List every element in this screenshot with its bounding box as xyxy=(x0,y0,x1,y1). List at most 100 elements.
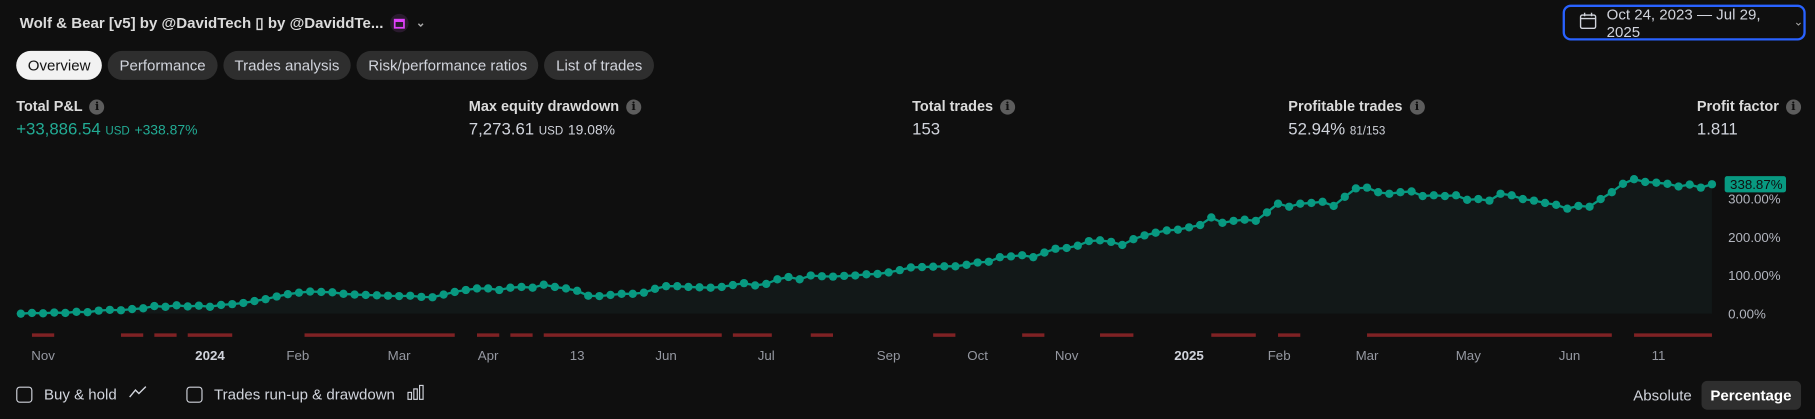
equity-point xyxy=(572,286,582,295)
stat-unit: USD xyxy=(538,125,564,138)
info-icon[interactable]: i xyxy=(1785,98,1801,115)
equity-point xyxy=(239,298,248,308)
info-icon[interactable]: i xyxy=(626,98,642,115)
equity-point xyxy=(1307,198,1316,208)
equity-point xyxy=(1296,199,1305,208)
equity-point xyxy=(962,260,971,269)
equity-point xyxy=(795,275,804,284)
date-range-picker[interactable]: Oct 24, 2023 — Jul 29, 2025 ⌄ xyxy=(1562,4,1806,41)
equity-point xyxy=(461,285,471,295)
equity-point xyxy=(1084,236,1094,246)
equity-point xyxy=(194,301,204,310)
equity-area xyxy=(20,179,1712,314)
percentage-button[interactable]: Percentage xyxy=(1701,380,1801,410)
tab-overview[interactable]: Overview xyxy=(16,50,103,80)
stat-label: Max equity drawdown xyxy=(468,98,620,115)
y-tick-label: 0.00% xyxy=(1728,306,1766,321)
equity-point xyxy=(294,288,304,297)
equity-point xyxy=(1596,194,1605,204)
info-icon[interactable]: i xyxy=(1409,98,1425,115)
calendar-badge-icon[interactable] xyxy=(390,13,409,33)
strategy-title[interactable]: Wolf & Bear [v5] by @DavidTech ▯ by @Dav… xyxy=(20,13,426,33)
equity-point xyxy=(1284,202,1294,211)
equity-point xyxy=(27,308,37,318)
equity-point xyxy=(1618,179,1628,188)
equity-point xyxy=(1118,240,1127,250)
equity-point xyxy=(884,268,893,277)
equity-point xyxy=(1507,191,1516,200)
equity-point xyxy=(1529,196,1539,205)
stat-profit-factor: Profit factor i 1.811 xyxy=(1697,98,1801,139)
stat-value: 7,273.61 xyxy=(468,120,535,139)
equity-point xyxy=(383,291,393,300)
equity-point xyxy=(1496,189,1505,198)
equity-point xyxy=(406,291,415,300)
equity-point xyxy=(72,307,81,316)
equity-point xyxy=(1451,191,1461,200)
x-tick-label: Nov xyxy=(31,348,55,363)
info-icon[interactable]: i xyxy=(999,98,1016,115)
equity-point xyxy=(1652,178,1661,187)
equity-point xyxy=(1062,243,1071,253)
equity-point xyxy=(951,262,960,271)
equity-point xyxy=(851,271,860,280)
equity-point xyxy=(1006,252,1016,261)
equity-point xyxy=(1140,231,1149,240)
x-tick-label: 11 xyxy=(1652,348,1666,363)
drawdown-bar xyxy=(543,333,722,337)
equity-point xyxy=(984,257,993,266)
buy-hold-label[interactable]: Buy & hold xyxy=(43,385,117,403)
equity-point xyxy=(150,301,159,311)
stat-value: 153 xyxy=(912,120,941,139)
equity-point xyxy=(750,281,760,290)
stat-value: 1.811 xyxy=(1696,120,1738,139)
x-tick-label: Jun xyxy=(655,348,676,363)
equity-point xyxy=(528,283,537,292)
tab-list-of-trades[interactable]: List of trades xyxy=(544,50,654,80)
stat-value: +33,886.54 xyxy=(16,120,101,139)
stat-unit: USD xyxy=(105,125,130,138)
chevron-down-icon[interactable]: ⌄ xyxy=(415,16,426,30)
drawdown-bar xyxy=(1211,333,1256,337)
chevron-down-icon: ⌄ xyxy=(1793,16,1804,29)
equity-point xyxy=(261,295,270,304)
stat-max-drawdown: Max equity drawdown i 7,273.61 USD 19.08% xyxy=(468,98,642,139)
equity-point xyxy=(1240,215,1249,224)
equity-point xyxy=(250,296,259,306)
tab-trades-analysis[interactable]: Trades analysis xyxy=(222,50,351,80)
equity-chart[interactable]: 0.00% 100.00% 200.00% 300.00%338.87% Nov 2024… xyxy=(0,150,1815,370)
drawdown-bar xyxy=(476,333,500,337)
buy-hold-checkbox[interactable] xyxy=(16,386,33,403)
y-tick-label: 200.00% xyxy=(1728,230,1781,245)
info-icon[interactable]: i xyxy=(89,98,105,115)
equity-point xyxy=(762,279,771,289)
x-tick-label: 2025 xyxy=(1174,348,1204,363)
runup-drawdown-label[interactable]: Trades run-up & drawdown xyxy=(213,385,395,403)
runup-drawdown-checkbox[interactable] xyxy=(186,386,203,403)
equity-point xyxy=(506,283,515,292)
stat-label: Total trades xyxy=(912,98,994,115)
equity-point xyxy=(172,301,181,310)
x-tick-label: Mar xyxy=(388,348,411,363)
stat-profitable-trades: Profitable trades i 52.94% 81/153 xyxy=(1288,98,1425,139)
chart-options: Buy & hold Trades run-up & drawdown xyxy=(16,384,425,404)
x-tick-label: Jul xyxy=(758,348,775,363)
equity-point xyxy=(1696,183,1705,192)
equity-point xyxy=(606,290,615,300)
tab-risk-performance-ratios[interactable]: Risk/performance ratios xyxy=(356,50,539,80)
drawdown-bar xyxy=(1022,333,1045,337)
equity-point xyxy=(417,292,426,302)
x-tick-label: Jun xyxy=(1559,348,1580,363)
last-value-label: 338.87% xyxy=(1730,177,1783,192)
equity-point xyxy=(1685,180,1694,189)
absolute-button[interactable]: Absolute xyxy=(1633,386,1692,404)
equity-point xyxy=(739,278,749,288)
date-range-text: Oct 24, 2023 — Jul 29, 2025 xyxy=(1606,5,1761,40)
equity-point xyxy=(550,282,560,292)
drawdown-bar xyxy=(1100,333,1134,337)
equity-point xyxy=(806,271,815,280)
equity-point xyxy=(1273,199,1283,208)
equity-point xyxy=(38,309,48,318)
tab-performance[interactable]: Performance xyxy=(107,50,218,80)
